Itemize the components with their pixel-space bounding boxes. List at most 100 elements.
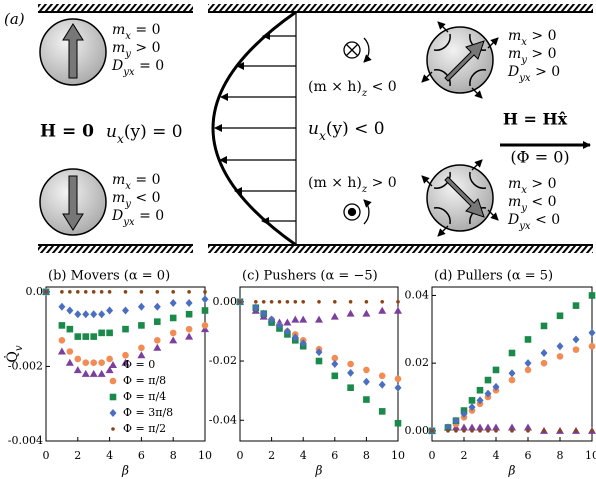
marker [154,318,161,325]
moment-label-part: D [111,208,123,224]
moment-label: mx > 0 [508,176,557,196]
x-tick-label: 2 [461,449,468,462]
y-tick-label: -0.02 [209,354,237,367]
moment-label-part: D [507,64,519,80]
y-tick-label: 0.00 [213,295,238,308]
marker [58,322,66,329]
marker [468,403,476,412]
marker [291,315,300,323]
torque-label-part: (m × h) [308,79,362,95]
flow-label-sub: x [319,129,326,143]
marker [76,290,80,294]
x-tick-label: 0 [429,449,436,462]
marker [476,386,484,394]
marker [185,325,193,333]
marker [394,375,402,383]
marker [396,300,400,304]
marker [444,423,452,432]
x-tick-label: 0 [43,449,50,462]
marker [484,423,492,431]
moment-label-sub: yx [122,67,135,78]
moment-label-part: < 0 [527,194,557,210]
x-tick-label: 6 [138,449,145,462]
marker [299,339,307,348]
moment-label: Dyx = 0 [111,208,164,228]
moment-label-part: m [508,28,521,44]
marker [269,300,274,304]
marker [524,423,532,431]
marker [460,423,468,431]
marker [346,309,355,317]
marker [283,318,292,326]
moment-label: Dyx < 0 [507,212,560,232]
marker [478,429,482,433]
marker [494,429,498,433]
torque-label-part: (m × h) [308,175,362,191]
marker [301,300,306,304]
marker [508,369,516,378]
marker [73,366,82,374]
marker [492,423,500,431]
marker [82,333,90,340]
flow-label-sub: x [117,132,124,146]
y-axis-label-part: Q̇ [3,351,21,362]
moment-label-part: m [112,22,125,38]
marker [203,290,207,294]
torque-label-sub: z [361,184,368,195]
marker [556,312,564,320]
legend-symbol [109,393,117,401]
marker [542,429,546,433]
flow-label-part: (y) < 0 [326,119,385,139]
flow-label-part: (y) = 0 [124,122,183,142]
marker [60,290,64,294]
marker [315,357,323,365]
marker [394,419,402,427]
zero-field: H = 0 [40,122,94,142]
marker [315,348,323,357]
flow-label: ux(y) < 0 [308,119,385,143]
marker [90,310,98,319]
marker [524,336,532,343]
marker [68,290,72,294]
marker [486,429,490,433]
marker [394,306,402,314]
y-tick-label: -0.004 [8,434,43,447]
marker [155,290,160,294]
moment-label-part: < 0 [131,190,161,206]
marker [347,368,355,377]
marker [106,329,113,337]
x-tick-label: 0 [237,449,244,462]
flow-label: ux(y) = 0 [106,122,183,146]
marker [330,312,339,320]
marker [285,300,290,304]
x-tick-label: 4 [106,449,113,462]
marker [58,302,66,311]
marker [82,359,90,366]
flow-profile [211,10,297,247]
moment-label-part: m [112,190,125,206]
marker [540,359,548,367]
marker [57,347,66,355]
marker [66,306,74,315]
moment-label-part: D [507,212,519,228]
marker [347,360,354,368]
marker [187,290,191,294]
marker [378,372,386,380]
marker [588,328,596,337]
marker [98,329,105,337]
particle [421,159,499,237]
moment-label: my < 0 [508,194,557,214]
moment-label-sub: yx [518,221,531,232]
torque-label-sub: z [361,88,368,99]
marker [90,333,97,340]
marker [139,290,144,294]
marker [540,349,548,357]
marker [276,321,283,330]
marker [65,358,74,366]
marker [331,372,339,380]
flow-label-part: u [308,119,319,139]
moment-label: my < 0 [112,190,161,210]
marker [378,380,386,389]
panel-label: (a) [4,10,25,28]
rotation-into [343,37,372,63]
